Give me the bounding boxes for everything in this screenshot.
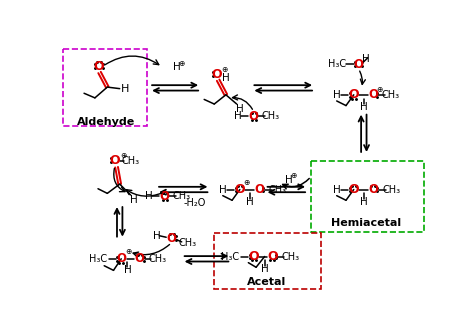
Text: H: H [362,54,370,64]
Text: H: H [285,174,292,184]
Text: H: H [333,90,341,100]
Text: CH₃: CH₃ [121,156,140,166]
Text: H: H [153,231,161,241]
Text: ⊕: ⊕ [290,171,297,180]
Text: ⊕: ⊕ [243,178,249,187]
Text: H: H [360,102,368,112]
Text: CH₃: CH₃ [382,90,400,100]
Text: H₃C: H₃C [221,252,239,261]
Text: ⊕: ⊕ [376,85,383,94]
Text: H: H [124,265,131,276]
Text: -H₂O: -H₂O [184,197,206,208]
Text: O: O [254,183,264,196]
Text: CH₃: CH₃ [173,192,191,201]
Text: O: O [348,88,359,101]
Text: H: H [173,62,181,72]
Bar [311,161,423,232]
Text: CH₃: CH₃ [281,252,299,261]
Text: O: O [167,232,177,244]
Text: O: O [248,250,259,263]
Text: O: O [235,183,245,196]
Text: ⊕: ⊕ [125,247,131,256]
Text: CH₃: CH₃ [383,185,401,195]
Text: H: H [360,197,368,207]
Text: O: O [110,154,120,167]
Text: O: O [368,88,378,101]
Text: H: H [236,104,244,114]
Text: H: H [121,84,129,93]
Text: CH₃: CH₃ [178,238,196,248]
Text: O: O [116,252,126,265]
Text: O: O [267,250,278,263]
Text: O: O [160,190,170,203]
Text: H₃C: H₃C [89,254,107,264]
Text: O: O [249,110,259,123]
Text: CH₃: CH₃ [262,112,280,121]
Text: Aldehyde: Aldehyde [77,117,135,127]
Text: H₃C: H₃C [328,59,346,69]
Text: ⊕: ⊕ [120,151,127,160]
Text: Hemiacetal: Hemiacetal [331,217,401,228]
Bar [63,49,147,126]
Text: H: H [145,192,153,201]
Text: H: H [333,185,341,195]
Text: H: H [261,264,268,274]
Text: Acetal: Acetal [247,277,287,287]
Text: O: O [135,252,145,265]
Text: ⊕: ⊕ [221,65,228,74]
Text: H: H [130,195,137,205]
Bar [214,234,321,289]
Text: O: O [348,183,359,196]
Text: CH₃: CH₃ [149,254,167,264]
Text: O: O [354,57,364,71]
Text: O: O [368,183,378,196]
Text: O: O [93,60,104,73]
Text: H: H [222,73,230,83]
Text: O: O [211,68,222,80]
Text: CH₃: CH₃ [269,185,287,195]
Text: H: H [246,197,254,207]
Text: H: H [219,185,227,195]
Text: ⊕: ⊕ [179,59,185,68]
Text: H: H [235,112,242,121]
